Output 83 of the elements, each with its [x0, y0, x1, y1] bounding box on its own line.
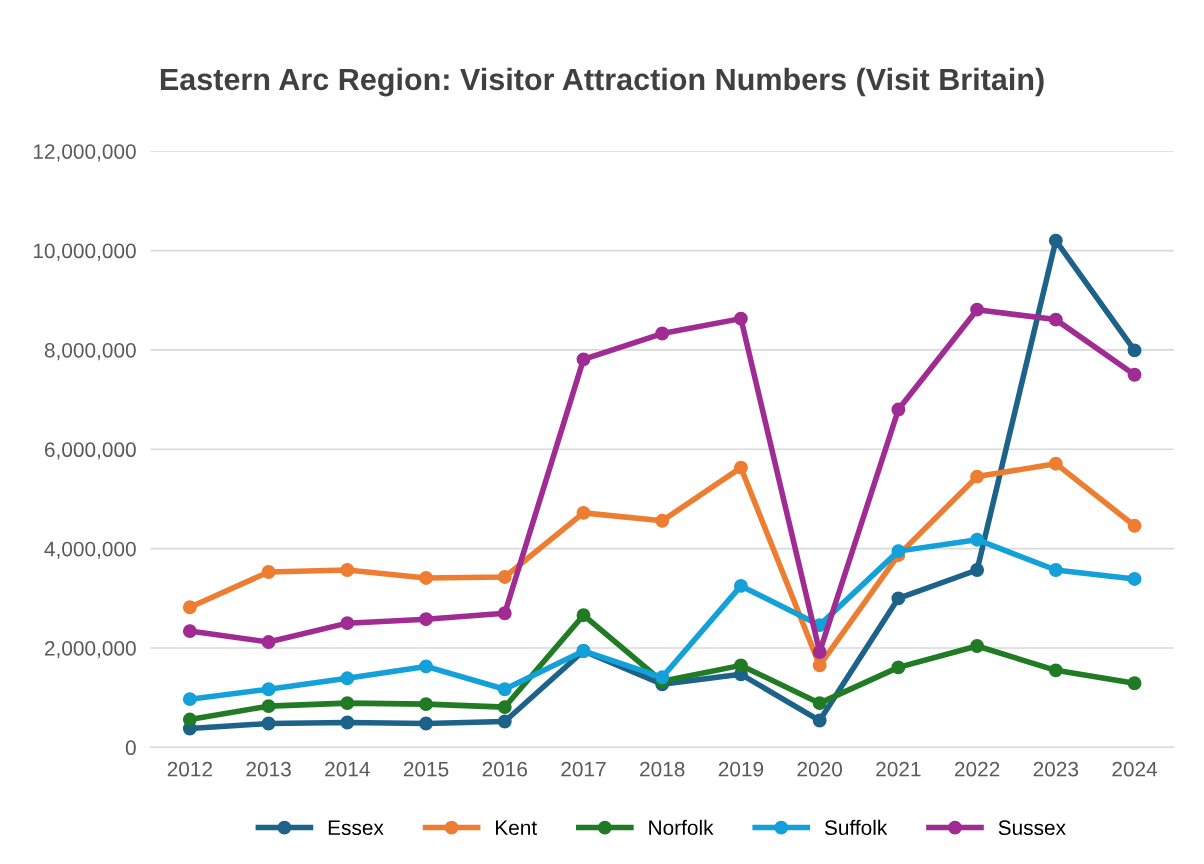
point	[340, 563, 355, 577]
point	[1127, 518, 1142, 533]
point	[812, 696, 827, 711]
y-tick-label: 12,000,000	[33, 144, 136, 162]
point	[733, 460, 748, 475]
x-tick-label: 2021	[876, 761, 921, 777]
point	[261, 699, 276, 714]
x-tick-label: 2018	[640, 761, 685, 777]
point	[812, 658, 827, 673]
point	[261, 635, 276, 649]
x-tick-label: 2016	[482, 761, 528, 777]
y-tick-label: 8,000,000	[44, 342, 136, 361]
chart-title: Eastern Arc Region: Visitor Attraction Numbers (Visit Britain)	[160, 67, 1044, 97]
point	[261, 682, 276, 697]
point	[891, 660, 906, 675]
point	[576, 505, 591, 520]
point	[891, 402, 906, 417]
x-tick-label: 2013	[246, 761, 291, 777]
point	[419, 716, 433, 731]
legend-label: Suffolk	[824, 819, 888, 836]
y-tick-label: 6,000,000	[45, 442, 136, 460]
y-tick-label: 0	[125, 740, 136, 756]
point	[655, 670, 670, 685]
point	[812, 645, 827, 659]
point	[261, 565, 276, 579]
point	[733, 658, 748, 673]
x-tick-label: 2019	[718, 761, 764, 777]
x-tick-label: 2014	[325, 761, 370, 777]
point	[182, 600, 197, 615]
point	[812, 713, 827, 728]
x-tick-label: 2023	[1033, 761, 1079, 777]
legend-label: Norfolk	[649, 819, 714, 836]
y-tick-label: 10,000,000	[33, 243, 136, 261]
point	[970, 563, 985, 577]
point	[891, 544, 906, 559]
point	[261, 716, 276, 731]
point	[970, 639, 985, 653]
point	[419, 697, 433, 712]
point	[497, 700, 512, 715]
point	[1048, 563, 1063, 577]
point	[970, 469, 985, 484]
point	[733, 578, 748, 593]
x-tick-label: 2017	[561, 761, 606, 777]
point	[497, 714, 512, 729]
point	[970, 532, 985, 547]
point	[340, 671, 355, 686]
x-tick-label: 2024	[1112, 761, 1158, 777]
point	[733, 311, 748, 326]
point	[419, 659, 433, 674]
y-tick-label: 4,000,000	[44, 541, 136, 559]
point	[1127, 343, 1142, 358]
point	[576, 608, 591, 623]
x-tick-label: 2015	[403, 761, 449, 777]
point	[419, 571, 433, 585]
x-tick-label: 2022	[954, 761, 1000, 777]
point	[497, 606, 512, 621]
point	[1048, 663, 1063, 678]
point	[891, 591, 906, 606]
point	[497, 570, 512, 584]
point	[970, 302, 985, 317]
legend-label: Sussex	[998, 820, 1066, 836]
x-tick-label: 2020	[797, 761, 843, 777]
point	[655, 513, 670, 528]
point	[340, 696, 355, 711]
point	[419, 612, 433, 627]
legend-label: Kent	[495, 820, 537, 836]
point	[1127, 571, 1142, 586]
point	[1127, 367, 1142, 382]
point	[182, 624, 197, 639]
point	[182, 712, 197, 727]
point	[340, 715, 355, 730]
y-tick-label: 2,000,000	[44, 641, 136, 659]
point	[1048, 312, 1063, 327]
legend-label: Essex	[328, 820, 384, 836]
point	[497, 682, 512, 697]
point	[182, 692, 197, 707]
point	[1048, 233, 1063, 248]
point	[655, 326, 670, 341]
point	[1048, 456, 1063, 471]
point	[340, 616, 355, 631]
point	[576, 352, 591, 367]
x-tick-label: 2012	[167, 761, 212, 777]
point	[1127, 676, 1142, 691]
